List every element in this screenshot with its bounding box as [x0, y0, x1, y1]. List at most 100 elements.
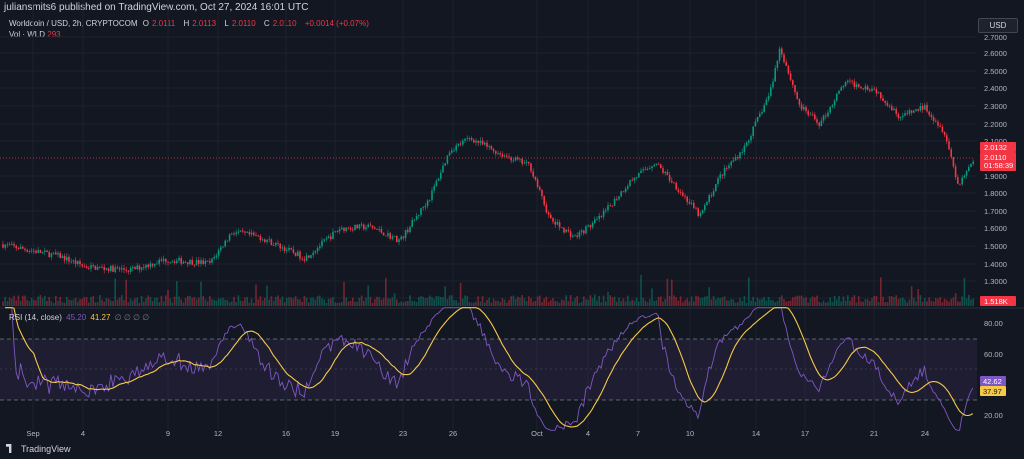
candle-body [530, 163, 532, 172]
candle-body [123, 268, 125, 270]
candle-body [567, 229, 570, 232]
candle-body [789, 73, 792, 81]
candle-body [226, 240, 229, 242]
candle-body [409, 226, 411, 233]
candle-body [921, 105, 924, 110]
volume-bar [591, 298, 594, 306]
volume-bar [792, 297, 794, 306]
price-scale[interactable]: 2.7000 2.6000 2.5000 2.4000 2.3000 2.2000 2.10… [984, 33, 1007, 303]
candle-body [2, 244, 4, 248]
volume-bar [723, 296, 726, 306]
volume-bar [374, 299, 376, 306]
candle-body [796, 92, 798, 99]
volume-bar [204, 299, 207, 306]
volume-bar [611, 297, 614, 306]
volume-bar [910, 286, 913, 306]
volume-bar [369, 296, 372, 306]
candle-body [851, 80, 853, 82]
volume-bar [899, 298, 902, 306]
volume-bar [464, 295, 466, 306]
volume-bar [536, 296, 539, 306]
volume-bar [378, 297, 380, 306]
symbol-name[interactable]: Worldcoin / USD, 2h, CRYPTOCOM [9, 19, 138, 28]
candle-body [481, 140, 484, 145]
volume-bar [640, 274, 642, 306]
volume-bar [365, 297, 367, 306]
candle-body [345, 227, 347, 231]
candle-body [167, 261, 169, 263]
candle-body [919, 105, 922, 111]
candle-body [891, 106, 893, 111]
candle-body [970, 163, 972, 168]
rsi-scale[interactable]: 80.00 60.00 20.00 [984, 319, 1003, 420]
volume-bar [644, 300, 647, 306]
candle-body [28, 251, 31, 252]
candle-body [338, 229, 341, 232]
volume-bar [569, 295, 572, 306]
volume-bar [849, 300, 851, 306]
rsi-label[interactable]: RSI (14, close) [9, 313, 62, 322]
volume-bar [970, 299, 972, 306]
volume-bar [924, 298, 926, 306]
candle-body [563, 227, 565, 233]
candle-body [294, 252, 297, 257]
candle-body [422, 207, 424, 209]
volume-bar [39, 295, 42, 306]
candle-body [895, 108, 897, 114]
candle-body [242, 230, 244, 232]
volume-bar [321, 298, 323, 306]
candle-body [96, 267, 99, 270]
volume-bar [442, 297, 444, 306]
volume-bar [242, 301, 244, 306]
volume-bar [349, 300, 352, 306]
candle-body [569, 231, 572, 237]
volume-bar [303, 295, 306, 306]
candle-body [778, 48, 781, 61]
volume-bar [147, 295, 149, 306]
time-axis[interactable]: Sep 4 9 12 16 19 23 26 Oct 4 7 10 14 17 21 24 [26, 429, 929, 438]
candle-body [367, 224, 369, 228]
candle-body [761, 112, 763, 114]
candle-body [688, 202, 691, 204]
volume-bar [213, 299, 215, 306]
candle-body [512, 160, 515, 162]
volume-bar [844, 300, 847, 306]
candle-body [114, 267, 116, 272]
volume-bar [88, 302, 90, 306]
volume-bar [140, 295, 143, 306]
candle-body [585, 226, 587, 234]
time-tick-label: 21 [870, 429, 878, 438]
currency-button[interactable]: USD [978, 18, 1018, 33]
candle-body [431, 190, 433, 200]
candle-body [701, 210, 704, 214]
candle-body [664, 171, 666, 173]
candle-body [695, 207, 697, 209]
tradingview-logo[interactable]: TradingView [6, 444, 71, 454]
volume-bar [877, 301, 880, 306]
volume-bar [514, 299, 517, 306]
chart-area[interactable]: 2.7000 2.6000 2.5000 2.4000 2.3000 2.2000 2.10… [0, 0, 1024, 440]
volume-bar [440, 297, 442, 306]
volume-bar [565, 295, 567, 306]
volume-bar [277, 295, 279, 306]
volume-bar [380, 300, 383, 306]
volume-label[interactable]: Vol · WLD [9, 30, 46, 39]
candle-body [343, 227, 345, 231]
volume-bar [796, 295, 798, 306]
volume-bar [290, 297, 292, 306]
candle-body [473, 139, 475, 143]
volume-bar [798, 295, 801, 306]
volume-bar [457, 302, 460, 306]
candle-body [72, 260, 75, 262]
candle-body [750, 136, 752, 141]
volume-bar [224, 299, 226, 306]
candle-body [279, 243, 281, 249]
volume-bar [85, 297, 88, 306]
volume-bar [952, 297, 955, 306]
candle-body [679, 191, 682, 193]
volume-bar [666, 278, 669, 306]
candle-body [398, 239, 400, 243]
candle-body [486, 142, 488, 147]
volume-bar [811, 296, 814, 306]
volume-bar [437, 296, 440, 306]
